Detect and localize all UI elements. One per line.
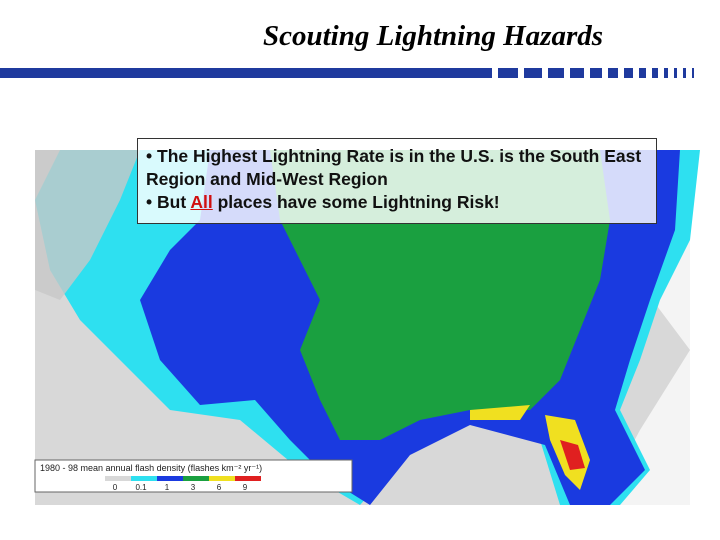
legend-swatch: [105, 476, 131, 481]
legend: 1980 - 98 mean annual flash density (fla…: [34, 459, 353, 493]
legend-swatch: [157, 476, 183, 481]
legend-swatch: [183, 476, 209, 481]
bullet: • But All places have some Lightning Ris…: [146, 192, 500, 212]
bullet-text: places have some Lightning Risk!: [212, 192, 500, 212]
bullet-text: But: [157, 192, 191, 212]
legend-label: 0: [113, 483, 118, 492]
legend-label: 9: [243, 483, 248, 492]
legend-label: 3: [191, 483, 196, 492]
bullet-text: The Highest Lightning Rate is in the U.S…: [146, 146, 642, 189]
header-bar: [0, 68, 492, 78]
text-box: • The Highest Lightning Rate is in the U…: [137, 138, 657, 224]
legend-swatch: [209, 476, 235, 481]
bullet: • The Highest Lightning Rate is in the U…: [146, 146, 642, 189]
legend-box: [34, 459, 353, 493]
header-dashes: [498, 68, 694, 78]
map: [35, 150, 700, 505]
legend-swatch: [235, 476, 261, 481]
legend-title: 1980 - 98 mean annual flash density (fla…: [40, 463, 262, 473]
legend-label: 1: [165, 483, 170, 492]
emphasis: All: [190, 192, 213, 212]
slide-title: Scouting Lightning Hazards: [262, 20, 604, 52]
legend-bar: 0 0.1 1 3 6 9: [105, 476, 261, 492]
legend-label: 6: [217, 483, 222, 492]
legend-label: 0.1: [135, 483, 147, 492]
legend-swatch: [131, 476, 157, 481]
